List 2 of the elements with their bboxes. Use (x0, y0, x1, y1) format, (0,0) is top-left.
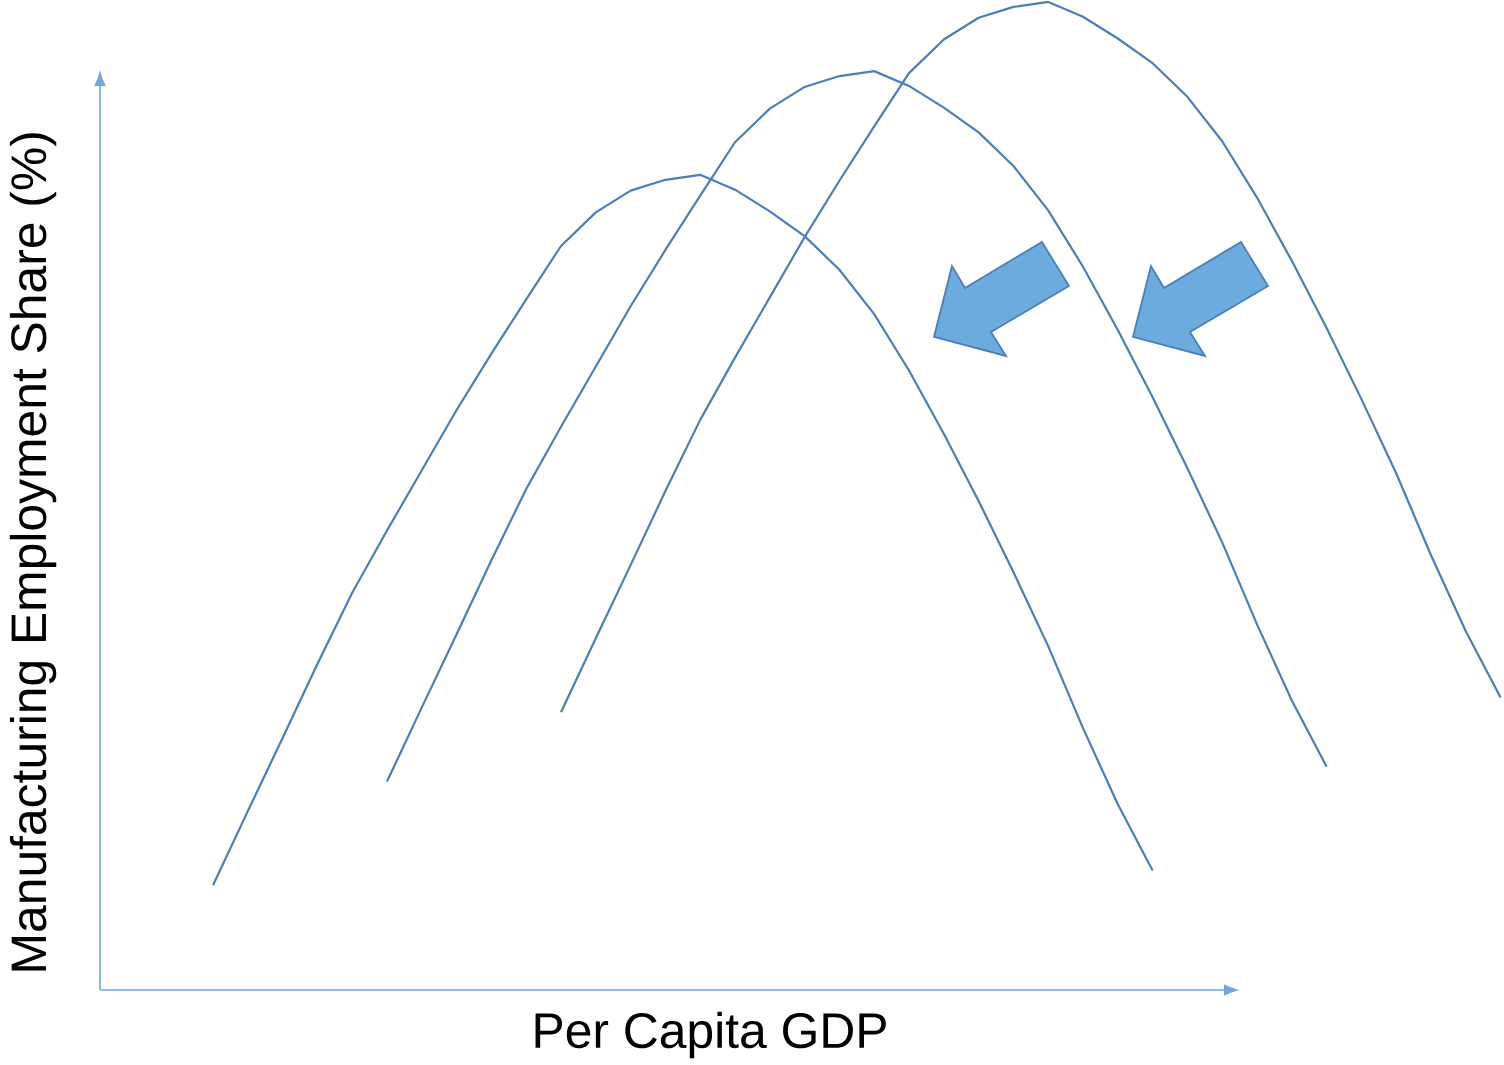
y-axis-title: Manufacturing Employment Share (%) (9, 133, 57, 971)
x-axis-title: Per Capita GDP (535, 1011, 886, 1059)
